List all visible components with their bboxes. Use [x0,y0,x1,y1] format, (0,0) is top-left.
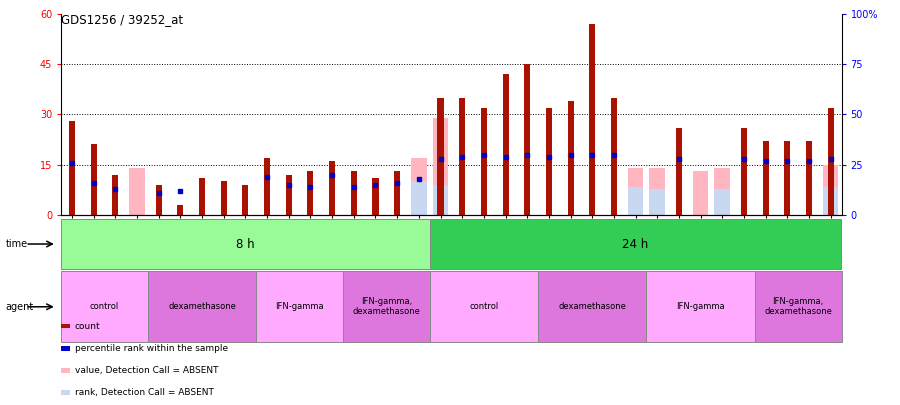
Bar [177,205,184,215]
Bar [61,271,148,342]
Bar [628,168,644,215]
Bar [130,168,145,215]
Bar [568,101,573,215]
Bar [411,181,427,215]
Bar [437,98,444,215]
Text: percentile rank within the sample: percentile rank within the sample [75,344,228,353]
Bar [256,271,343,342]
Text: IFN-gamma,
dexamethasone: IFN-gamma, dexamethasone [353,297,420,316]
Text: IFN-gamma,
dexamethasone: IFN-gamma, dexamethasone [764,297,833,316]
Bar [308,171,313,215]
Bar [524,64,530,215]
Bar [502,75,508,215]
Bar [286,175,292,215]
Bar [433,185,448,215]
Text: value, Detection Call = ABSENT: value, Detection Call = ABSENT [75,366,218,375]
Text: 24 h: 24 h [623,237,649,251]
Bar [343,271,429,342]
Bar [411,158,427,215]
Bar [676,128,682,215]
Text: count: count [75,322,100,330]
Bar [242,185,248,215]
Bar [755,271,842,342]
Bar [650,189,665,215]
Bar [429,271,538,342]
Bar [693,171,708,215]
Bar [329,161,335,215]
Bar [590,24,595,215]
Bar [823,187,839,215]
Bar [199,178,205,215]
Bar [91,145,96,215]
Bar [69,121,75,215]
Bar [459,98,465,215]
Bar [156,185,162,215]
Bar [715,189,730,215]
Text: time: time [5,239,28,249]
Bar [762,141,769,215]
Bar [220,181,227,215]
Bar [394,171,400,215]
Text: 8 h: 8 h [236,237,255,251]
Bar [546,108,552,215]
Bar [481,108,487,215]
Text: dexamethasone: dexamethasone [558,302,626,311]
Bar [715,168,730,215]
Bar [429,219,842,269]
Bar [264,158,270,215]
Text: agent: agent [5,302,33,312]
Text: GDS1256 / 39252_at: GDS1256 / 39252_at [61,13,184,26]
Text: IFN-gamma: IFN-gamma [676,302,724,311]
Bar [611,98,616,215]
Bar [148,271,256,342]
Text: dexamethasone: dexamethasone [168,302,236,311]
Bar [373,178,379,215]
Bar [650,168,665,215]
Text: IFN-gamma: IFN-gamma [275,302,324,311]
Bar [433,118,448,215]
Bar [646,271,755,342]
Bar [741,128,747,215]
Bar [61,219,429,269]
Bar [112,175,119,215]
Bar [784,141,790,215]
Bar [538,271,646,342]
Text: control: control [90,302,119,311]
Text: control: control [469,302,499,311]
Bar [806,141,812,215]
Text: rank, Detection Call = ABSENT: rank, Detection Call = ABSENT [75,388,213,397]
Bar [628,187,644,215]
Bar [828,108,833,215]
Bar [823,164,839,215]
Bar [351,171,356,215]
